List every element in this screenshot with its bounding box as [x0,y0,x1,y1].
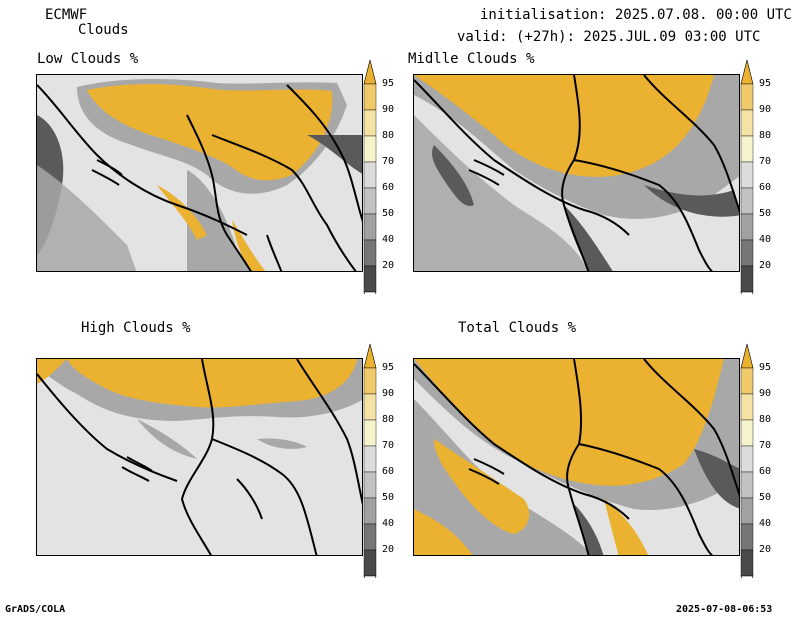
colorbar-bottom-cap [363,291,377,294]
colorbar-box [363,239,377,267]
model-label: ECMWF [45,7,88,23]
colorbar-low: 95 90 80 70 60 50 40 20 [362,58,406,294]
colorbar-top-cap [363,343,377,369]
colorbar-tick-label: 40 [759,234,772,245]
colorbar-box [363,367,377,395]
colorbar-tick-label: 50 [759,208,772,219]
colorbar-box [740,187,754,215]
colorbar-tick-label: 80 [382,130,395,141]
colorbar-tick-label: 95 [382,362,395,373]
colorbar-tick-label: 60 [759,466,772,477]
footer-timestamp: 2025-07-08-06:53 [676,604,773,615]
colorbar-top-cap [740,343,754,369]
colorbar-box [740,549,754,577]
colorbar-tick-label: 70 [759,440,772,451]
colorbar-bottom-cap [740,291,754,294]
colorbar-box [363,393,377,421]
colorbar-tick-label: 60 [759,182,772,193]
colorbar-box [740,109,754,137]
colorbar-box [363,549,377,577]
panel-title-high: High Clouds % [81,320,191,336]
colorbar-top-cap [363,59,377,85]
colorbar-box [363,497,377,525]
panel-title-total: Total Clouds % [458,320,577,336]
colorbar-box [740,445,754,473]
colorbar-tick-label: 20 [759,260,772,271]
colorbar-tick-label: 70 [382,156,395,167]
colorbar-box [740,497,754,525]
colorbar-tick-label: 20 [759,544,772,555]
colorbar-box [363,523,377,551]
colorbar-tick-label: 95 [382,78,395,89]
colorbar-tick-label: 40 [759,518,772,529]
colorbar-tick-label: 60 [382,466,395,477]
product-label: Clouds [78,22,129,38]
colorbar-box [363,419,377,447]
colorbar-box [740,393,754,421]
map-panel-total-clouds [413,358,740,556]
valid-time: valid: (+27h): 2025.JUL.09 03:00 UTC [457,29,761,45]
colorbar-box [363,471,377,499]
colorbar-tick-label: 80 [759,414,772,425]
colorbar-box [740,265,754,293]
colorbar-tick-label: 95 [759,78,772,89]
colorbar-box [363,213,377,241]
colorbar-box [740,239,754,267]
colorbar-tick-label: 90 [759,388,772,399]
colorbar-tick-label: 90 [382,388,395,399]
colorbar-tick-label: 60 [382,182,395,193]
colorbar-box [740,367,754,395]
colorbar-box [740,83,754,111]
colorbar-tick-label: 50 [382,208,395,219]
map-panel-high-clouds [36,358,363,556]
colorbar-tick-label: 20 [382,544,395,555]
footer-software: GrADS/COLA [5,604,66,615]
colorbar-box [363,445,377,473]
colorbar-tick-label: 40 [382,234,395,245]
colorbar-tick-label: 70 [382,440,395,451]
colorbar-tick-label: 80 [382,414,395,425]
colorbar-tick-label: 70 [759,156,772,167]
colorbar-tick-label: 50 [382,492,395,503]
colorbar-box [740,213,754,241]
panel-title-low: Low Clouds % [37,51,139,67]
colorbar-tick-label: 90 [382,104,395,115]
colorbar-box [740,135,754,163]
colorbar-box [363,109,377,137]
map-panel-middle-clouds [413,74,740,272]
map-panel-low-clouds [36,74,363,272]
colorbar-tick-label: 50 [759,492,772,503]
colorbar-middle: 95 90 80 70 60 50 40 20 [739,58,783,294]
colorbar-bottom-cap [740,575,754,578]
colorbar-box [363,135,377,163]
panel-title-middle: Midlle Clouds % [408,51,535,67]
colorbar-tick-label: 40 [382,518,395,529]
colorbar-bottom-cap [363,575,377,578]
colorbar-high: 95 90 80 70 60 50 40 20 [362,342,406,578]
colorbar-tick-label: 80 [759,130,772,141]
colorbar-box [740,523,754,551]
colorbar-box [740,419,754,447]
colorbar-box [740,471,754,499]
colorbar-box [363,187,377,215]
colorbar-top-cap [740,59,754,85]
colorbar-tick-label: 90 [759,104,772,115]
colorbar-total: 95 90 80 70 60 50 40 20 [739,342,783,578]
colorbar-box [740,161,754,189]
colorbar-tick-label: 95 [759,362,772,373]
colorbar-box [363,161,377,189]
init-time: initialisation: 2025.07.08. 00:00 UTC [480,7,792,23]
colorbar-box [363,265,377,293]
colorbar-box [363,83,377,111]
colorbar-tick-label: 20 [382,260,395,271]
